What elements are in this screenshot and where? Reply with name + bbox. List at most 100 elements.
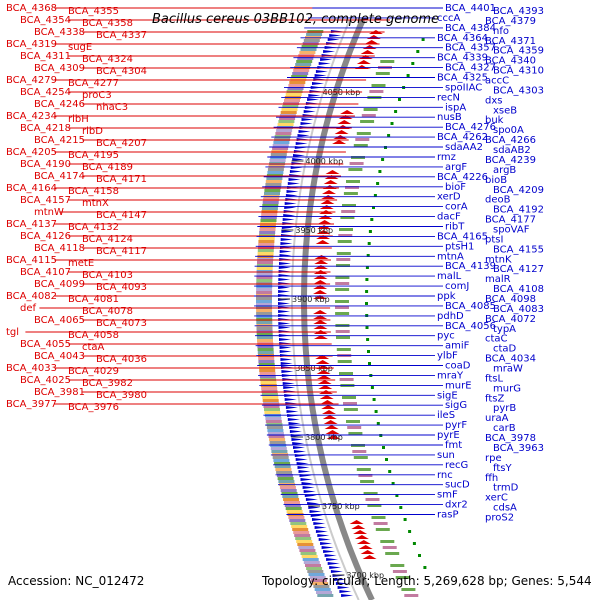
gene-label: carB — [493, 423, 516, 434]
cog-block — [257, 345, 274, 348]
gene-label: recN — [437, 92, 460, 103]
cog-block — [259, 231, 276, 234]
reverse-feature — [323, 550, 336, 553]
cog-block — [270, 156, 287, 159]
reverse-feature — [288, 178, 301, 181]
reverse-feature — [313, 78, 326, 81]
forward-feature — [334, 130, 349, 134]
gene-label: BCA_4337 — [96, 30, 147, 41]
gene-label: BCA_4319 — [6, 39, 57, 50]
cog-block — [295, 537, 312, 540]
reverse-feature — [323, 50, 336, 53]
gc-marker — [366, 338, 370, 341]
cog-block — [302, 42, 319, 45]
reverse-feature — [324, 554, 337, 557]
gene-label: fmt — [445, 440, 462, 451]
reverse-feature — [335, 582, 348, 585]
cog-block — [291, 525, 308, 528]
cog-block — [355, 138, 370, 141]
reverse-feature — [301, 118, 314, 121]
reverse-feature — [312, 82, 324, 85]
gene-label: mraY — [437, 370, 464, 381]
gc-marker — [372, 206, 375, 209]
reverse-feature — [282, 382, 295, 385]
gene-label: ribT — [445, 222, 465, 233]
kbp-tick-label: 3800 kbp — [305, 433, 343, 442]
gc-marker — [394, 110, 398, 113]
cog-block — [267, 168, 284, 171]
gene-label: BCA_4262 — [437, 132, 488, 143]
gc-marker — [367, 350, 370, 353]
gene-label: BCA_4266 — [485, 135, 536, 146]
cog-block — [335, 282, 350, 285]
cog-block — [278, 480, 295, 483]
gene-label: ispA — [445, 102, 466, 113]
cog-block — [382, 546, 397, 549]
cog-block — [349, 162, 364, 165]
cog-block — [266, 426, 283, 429]
accession-label: Accession: NC_012472 — [8, 574, 144, 588]
cog-block — [369, 90, 384, 93]
forward-feature — [317, 220, 332, 224]
forward-feature — [315, 355, 330, 359]
gene-label: BCA_4137 — [6, 219, 57, 230]
cog-block — [260, 219, 277, 222]
cog-block — [258, 357, 275, 360]
gene-label: BCA_4078 — [82, 306, 133, 317]
cog-block — [336, 336, 350, 339]
reverse-feature — [329, 34, 342, 37]
cog-block — [257, 249, 274, 252]
gene-label: bioF — [445, 182, 466, 193]
cog-block — [256, 321, 273, 324]
cog-block — [289, 519, 306, 522]
cog-block — [339, 228, 353, 231]
reverse-feature — [293, 446, 305, 449]
cog-block — [260, 381, 277, 384]
cog-block — [356, 132, 371, 135]
cog-block — [277, 477, 294, 480]
cog-block — [286, 510, 303, 513]
forward-feature — [364, 40, 379, 44]
cog-block — [272, 456, 289, 459]
cog-category-band-inner — [335, 60, 419, 597]
reverse-feature — [315, 530, 328, 533]
reverse-feature — [303, 110, 316, 113]
cog-block — [261, 207, 278, 210]
gene-label: BCA_4103 — [82, 270, 133, 281]
gene-label: xerD — [437, 192, 461, 203]
gene-label: BCA_4215 — [34, 135, 85, 146]
reverse-feature — [279, 338, 291, 341]
cog-block — [305, 564, 321, 567]
reverse-feature — [278, 290, 291, 293]
reverse-feature — [278, 286, 291, 289]
cog-block — [358, 474, 373, 477]
gene-label: BCA_4190 — [20, 159, 71, 170]
cog-block — [337, 360, 352, 363]
cog-block — [347, 426, 362, 429]
cog-block — [361, 114, 376, 117]
cog-block — [265, 417, 282, 420]
reverse-feature — [305, 498, 318, 501]
cog-block — [256, 264, 273, 267]
reverse-feature — [283, 390, 296, 393]
reverse-feature — [312, 518, 324, 521]
cog-block — [274, 138, 291, 141]
cog-block — [258, 246, 274, 249]
forward-feature — [362, 555, 377, 559]
cog-block — [260, 378, 277, 381]
gene-label: mtnW — [34, 207, 64, 218]
cog-block — [335, 330, 350, 333]
reverse-feature — [278, 282, 291, 285]
reverse-feature — [318, 538, 331, 541]
cog-block — [260, 216, 277, 219]
gene-label: BCA_4192 — [493, 205, 544, 216]
cog-block — [273, 459, 290, 462]
cog-block — [269, 441, 286, 444]
reverse-feature — [297, 134, 310, 137]
cog-block — [256, 300, 272, 303]
gene-label: BCA_4117 — [96, 246, 147, 257]
gene-label: BCA_3978 — [485, 433, 536, 444]
forward-feature — [313, 285, 328, 289]
gene-label: dxs — [485, 95, 502, 106]
gene-label: proS2 — [485, 513, 514, 524]
